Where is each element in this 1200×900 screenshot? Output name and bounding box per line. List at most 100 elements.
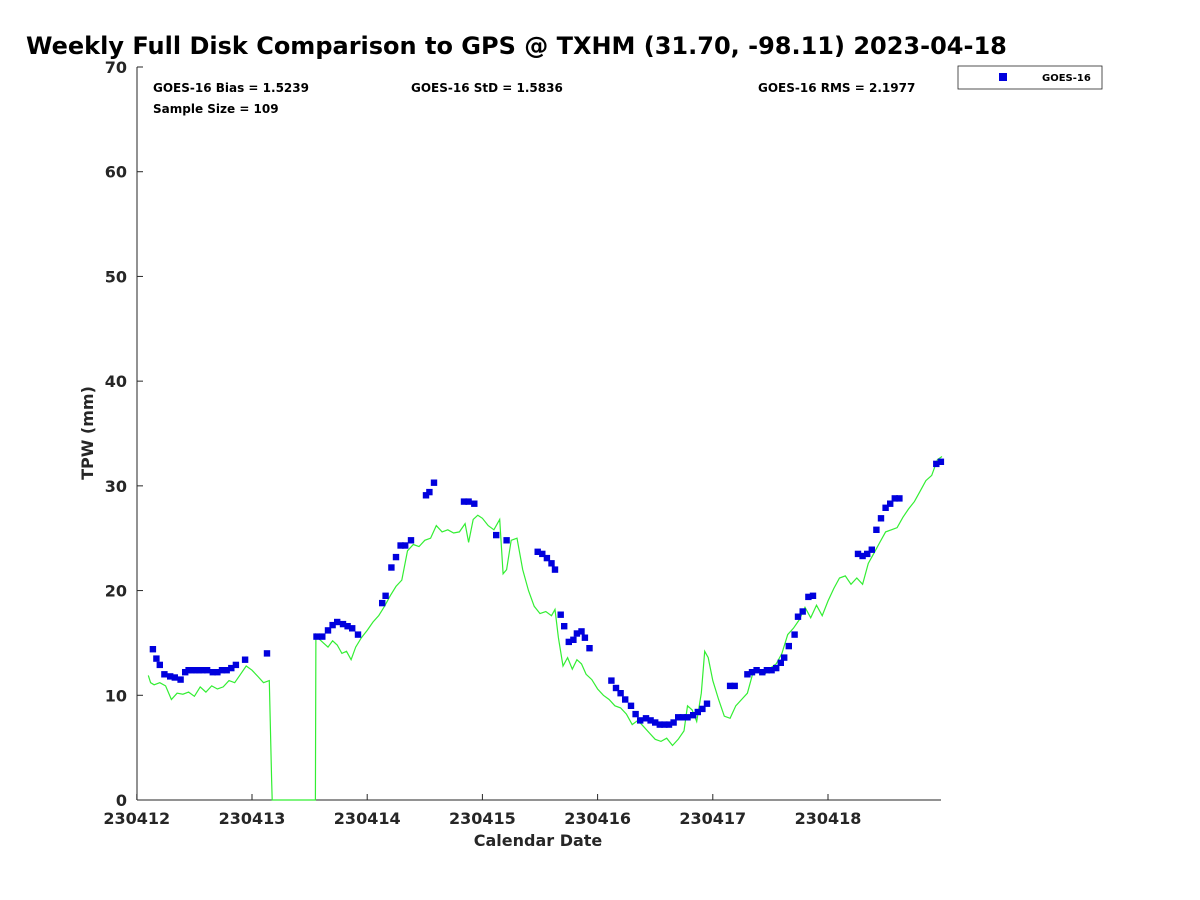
- goes16-data-point: [167, 673, 174, 680]
- goes16-data-point: [156, 661, 163, 669]
- x-tick-label: 230413: [219, 809, 286, 828]
- goes16-data-point: [241, 656, 249, 663]
- y-tick-label: 10: [105, 686, 127, 705]
- goes16-data-point: [748, 669, 756, 676]
- x-tick-label: 230414: [334, 809, 401, 828]
- goes16-data-point: [647, 717, 654, 724]
- gps-tpw-line: [147, 456, 943, 801]
- goes16-data-point: [192, 667, 199, 674]
- goes16-data-point: [896, 495, 903, 502]
- goes16-data-point: [161, 671, 168, 678]
- goes16-data-point: [768, 667, 775, 674]
- goes16-data-point: [543, 554, 551, 562]
- y-tick-label: 40: [105, 372, 127, 391]
- goes16-data-point: [656, 721, 663, 728]
- legend-marker-goes16: [999, 73, 1007, 81]
- goes16-data-point: [882, 504, 889, 511]
- goes16-data-point: [877, 515, 885, 522]
- goes16-data-point: [349, 625, 356, 632]
- y-tick-label: 30: [105, 477, 127, 496]
- goes16-data-point: [561, 623, 568, 630]
- goes16-data-point: [791, 631, 798, 638]
- goes16-data-point: [503, 537, 510, 544]
- goes16-data-point: [809, 592, 817, 599]
- goes16-data-point: [617, 690, 624, 697]
- goes16-data-point: [379, 599, 386, 607]
- x-tick-label: 230412: [103, 809, 170, 828]
- goes16-data-point: [699, 705, 706, 713]
- goes16-data-point: [177, 676, 184, 683]
- goes16-data-point: [731, 682, 738, 690]
- goes16-data-point: [703, 700, 711, 707]
- goes16-data-point: [199, 667, 206, 674]
- goes16-data-point: [586, 645, 593, 652]
- goes16-data-point: [460, 498, 468, 505]
- goes16-data-point: [548, 560, 555, 567]
- goes16-data-point: [868, 546, 875, 553]
- goes16-data-point: [313, 633, 320, 640]
- goes16-data-point: [534, 548, 541, 555]
- goes16-data-point: [873, 526, 880, 533]
- goes16-data-point: [471, 500, 478, 507]
- goes16-data-point: [759, 669, 766, 676]
- goes16-data-point: [753, 667, 760, 674]
- chart-title: Weekly Full Disk Comparison to GPS @ TXH…: [26, 32, 1007, 60]
- goes16-data-point: [195, 667, 203, 674]
- goes16-data-point: [578, 628, 585, 635]
- y-tick-label: 20: [105, 582, 127, 601]
- goes16-data-point: [334, 618, 341, 626]
- goes16-data-point: [344, 623, 351, 630]
- std-stat: GOES-16 StD = 1.5836: [411, 81, 563, 95]
- goes16-data-point: [608, 677, 615, 684]
- y-axis-ticks: 0 10 20 30 40 50 60 70: [105, 58, 143, 810]
- goes16-data-point: [329, 621, 336, 629]
- goes16-data-point: [581, 634, 589, 641]
- x-tick-label: 230415: [449, 809, 516, 828]
- goes16-data-point: [263, 650, 271, 657]
- y-tick-label: 60: [105, 163, 127, 182]
- goes16-data-point: [612, 684, 620, 692]
- goes16-data-point: [407, 537, 415, 544]
- gps-tpw-series-line: [147, 456, 943, 801]
- goes16-data-point: [573, 630, 581, 637]
- goes16-data-point: [637, 717, 644, 724]
- goes16-data-point: [642, 715, 650, 722]
- x-axis-label: Calendar Date: [474, 831, 603, 850]
- x-tick-label: 230416: [564, 809, 631, 828]
- bias-stat: GOES-16 Bias = 1.5239: [153, 81, 309, 95]
- goes16-data-point: [218, 667, 226, 674]
- goes16-data-point: [744, 671, 751, 678]
- goes16-data-point: [557, 611, 564, 618]
- legend-box: [957, 65, 1103, 90]
- goes16-data-point: [209, 669, 216, 676]
- goes16-data-point: [773, 664, 780, 672]
- goes16-data-point: [799, 608, 806, 615]
- goes16-data-point: [402, 542, 409, 549]
- goes16-data-point: [539, 550, 546, 558]
- y-tick-label: 0: [116, 791, 127, 810]
- goes16-data-point: [785, 642, 792, 650]
- y-tick-label: 50: [105, 267, 127, 286]
- x-tick-label: 230417: [679, 809, 746, 828]
- goes16-markers: [149, 458, 945, 728]
- x-axis-ticks: 230412 230413 230414 230415 230416 230417 2304…: [103, 794, 861, 828]
- goes16-data-point: [694, 708, 701, 716]
- goes16-data-point: [493, 531, 500, 539]
- goes16-data-point: [223, 667, 230, 674]
- goes16-data-point: [185, 667, 192, 674]
- goes16-data-point: [465, 498, 472, 505]
- goes16-data-point: [397, 542, 404, 549]
- goes16-data-point: [933, 460, 940, 468]
- goes16-data-point: [319, 633, 326, 640]
- goes16-data-point: [781, 654, 788, 661]
- goes16-data-point: [422, 492, 430, 499]
- goes16-data-point: [627, 702, 635, 709]
- goes16-data-point: [652, 719, 659, 726]
- goes16-data-point: [632, 710, 639, 718]
- goes16-data-point: [232, 661, 240, 669]
- goes16-data-point: [777, 659, 784, 666]
- goes16-data-point: [726, 682, 734, 690]
- goes16-data-point: [864, 550, 871, 558]
- goes16-data-point: [153, 655, 160, 662]
- goes16-data-point: [805, 593, 812, 601]
